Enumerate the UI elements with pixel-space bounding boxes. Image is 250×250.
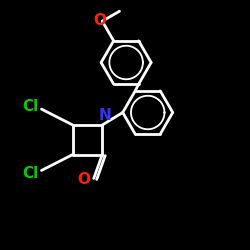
Text: O: O [93, 12, 106, 28]
Text: Cl: Cl [22, 99, 38, 114]
Text: O: O [77, 172, 90, 187]
Text: Cl: Cl [22, 166, 38, 181]
Text: N: N [98, 108, 111, 124]
